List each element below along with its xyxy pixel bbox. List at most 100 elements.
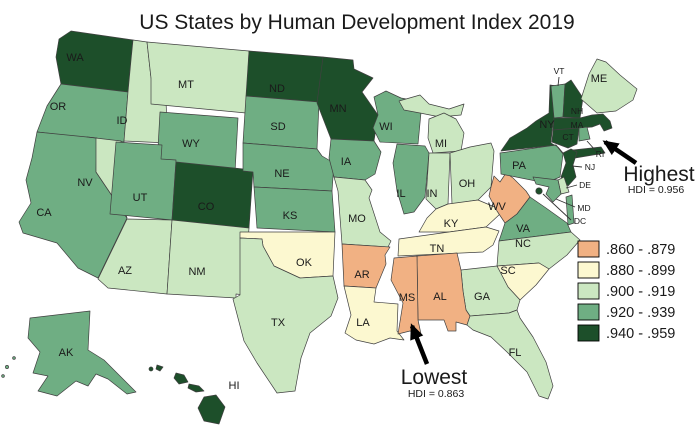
legend: .860 - .879 .880 - .899 .900 - .919 .920…: [577, 240, 675, 342]
highest-label: Highest: [623, 163, 694, 186]
state-label-nm: NM: [188, 266, 205, 278]
state-label-tx: TX: [271, 317, 286, 329]
legend-swatch-880-899: [577, 261, 600, 279]
state-label-sd: SD: [270, 121, 285, 133]
state-label-ms: MS: [399, 292, 416, 304]
state-la: [343, 285, 405, 345]
state-ia: [328, 138, 382, 181]
state-mt: [146, 41, 250, 114]
highest-hdi-value: HDI = 0.956: [628, 184, 684, 196]
state-label-nd: ND: [269, 83, 285, 95]
state-label-ri: RI: [596, 149, 605, 159]
legend-item: .860 - .879: [577, 240, 675, 258]
state-ak: [27, 310, 137, 397]
state-ri: [578, 126, 591, 142]
state-label-mn: MN: [329, 103, 346, 115]
state-label-az: AZ: [118, 265, 132, 277]
legend-label-920-939: .920 - .939: [606, 305, 675, 321]
state-hi-island-5: [197, 394, 226, 425]
legend-label-860-879: .860 - .879: [606, 242, 675, 258]
state-md: [532, 176, 562, 203]
state-label-tn: TN: [430, 243, 445, 255]
state-label-ct: CT: [562, 132, 573, 142]
state-label-dc: DC: [574, 216, 586, 226]
conus-states: [18, 30, 638, 400]
state-label-oh: OH: [459, 178, 476, 190]
state-label-wa: WA: [66, 52, 84, 64]
state-in: [425, 152, 451, 210]
state-mn: [316, 56, 379, 142]
state-label-ma: MA: [571, 120, 584, 130]
state-label-va: VA: [516, 223, 531, 235]
state-label-pa: PA: [512, 160, 527, 172]
state-co: [171, 161, 254, 229]
state-hi-island-4: [187, 383, 205, 393]
legend-swatch-940-959: [577, 324, 600, 342]
state-label-me: ME: [591, 73, 608, 85]
state-ut: [109, 141, 177, 221]
leader-nj: [571, 165, 583, 168]
state-label-ks: KS: [283, 210, 298, 222]
state-label-mi: MI: [435, 138, 447, 150]
annotation-highest: Highest HDI = 0.956: [602, 140, 695, 196]
state-label-ny: NY: [539, 119, 555, 131]
state-label-mt: MT: [178, 79, 194, 91]
state-oh: [449, 142, 495, 205]
state-labels: WA OR CA NV ID MT WY UT CO AZ NM ND SD N…: [36, 52, 607, 392]
legend-label-880-899: .880 - .899: [606, 263, 675, 279]
legend-item: .900 - .919: [577, 282, 675, 300]
state-label-co: CO: [198, 201, 215, 213]
state-label-wv: WV: [488, 201, 506, 213]
alaska-inset: [1, 310, 137, 397]
state-ak-island-2: [1, 374, 5, 378]
state-label-il: IL: [396, 188, 405, 200]
legend-swatch-900-919: [577, 282, 600, 300]
state-ne: [242, 142, 335, 192]
legend-label-900-919: .900 - .919: [606, 284, 675, 300]
state-tx: [232, 237, 339, 394]
state-label-mo: MO: [348, 213, 366, 225]
leader-vt: [557, 76, 560, 87]
state-label-ut: UT: [133, 192, 148, 204]
lowest-arrow: [409, 323, 430, 365]
highest-arrow: [602, 140, 638, 165]
legend-item: .880 - .899: [577, 261, 675, 279]
state-md-eastern-shore: [565, 194, 575, 226]
legend-item: .940 - .959: [577, 324, 675, 342]
lowest-hdi-value: HDI = 0.863: [408, 388, 464, 400]
state-fl: [466, 309, 554, 400]
state-label-nv: NV: [77, 177, 93, 189]
state-label-nh: NH: [571, 106, 583, 116]
state-label-nj: NJ: [585, 162, 595, 172]
state-nj: [560, 148, 578, 187]
state-nm: [166, 219, 250, 299]
state-label-ar: AR: [354, 269, 369, 281]
state-label-or: OR: [50, 101, 67, 113]
state-label-la: LA: [356, 317, 370, 329]
state-nh: [562, 79, 584, 119]
state-label-ak: AK: [59, 347, 74, 359]
state-ct: [551, 127, 580, 149]
state-ms: [390, 255, 422, 335]
state-label-wi: WI: [379, 121, 392, 133]
state-label-ok: OK: [296, 257, 313, 269]
state-mi-lower: [427, 112, 465, 154]
state-ak-island-3: [12, 356, 16, 360]
leader-de: [565, 184, 578, 189]
state-label-vt: VT: [554, 66, 565, 76]
legend-swatch-920-939: [577, 303, 600, 321]
state-label-sc: SC: [500, 265, 515, 277]
state-label-fl: FL: [509, 347, 522, 359]
state-label-id: ID: [117, 115, 128, 127]
state-il: [392, 143, 430, 215]
state-tn: [397, 226, 500, 257]
state-wv: [488, 172, 531, 224]
leader-dc: [542, 193, 572, 221]
state-hi-island-3: [173, 372, 189, 385]
state-label-ia: IA: [341, 156, 352, 168]
legend-swatch-860-879: [577, 240, 600, 258]
state-label-ky: KY: [444, 218, 459, 230]
label-leader-lines: [542, 76, 597, 221]
state-me: [580, 58, 638, 114]
